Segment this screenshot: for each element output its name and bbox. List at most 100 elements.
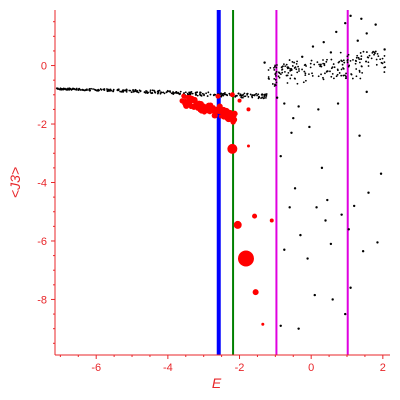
- background-point: [341, 63, 344, 66]
- background-point: [144, 92, 147, 94]
- background-point: [380, 61, 383, 64]
- background-point: [275, 81, 278, 84]
- background-point: [222, 94, 225, 97]
- background-point: [68, 88, 71, 91]
- background-point: [149, 91, 152, 93]
- background-point: [351, 77, 354, 80]
- background-point: [261, 96, 264, 99]
- background-point: [301, 68, 303, 71]
- scatter-point: [361, 250, 365, 253]
- y-tick-label: -6: [37, 236, 47, 248]
- background-point: [253, 94, 256, 97]
- highlight-point: [190, 103, 198, 110]
- background-point: [146, 91, 149, 94]
- background-point: [56, 88, 59, 90]
- background-point: [336, 73, 339, 76]
- highlight-point: [233, 119, 237, 123]
- background-point: [162, 91, 165, 94]
- background-point: [372, 50, 375, 53]
- y-tick-label: -8: [37, 294, 47, 306]
- background-point: [163, 92, 166, 95]
- background-point: [352, 58, 354, 61]
- background-point: [154, 91, 157, 94]
- background-point: [298, 70, 300, 72]
- background-point: [143, 91, 146, 93]
- background-point: [83, 89, 86, 92]
- highlight-point: [233, 220, 242, 229]
- background-point: [375, 63, 378, 66]
- background-point: [347, 65, 350, 68]
- highlight-point: [206, 103, 210, 107]
- background-point: [274, 72, 277, 75]
- background-point: [298, 68, 300, 70]
- background-point: [331, 72, 334, 75]
- scatter-point: [340, 213, 343, 216]
- background-point: [153, 90, 156, 93]
- x-tick-label: -4: [163, 362, 173, 374]
- background-point: [340, 59, 343, 62]
- background-point: [274, 78, 277, 81]
- background-point: [346, 55, 349, 58]
- background-point: [365, 60, 367, 63]
- background-point: [263, 96, 266, 99]
- background-point: [249, 93, 252, 96]
- background-point: [72, 88, 74, 91]
- background-point: [313, 63, 316, 66]
- background-point: [285, 63, 288, 66]
- background-point: [199, 94, 202, 97]
- background-point: [304, 72, 307, 75]
- scatter-point: [279, 324, 282, 327]
- background-point: [326, 70, 329, 73]
- background-point: [375, 58, 378, 61]
- background-point: [257, 97, 260, 100]
- scatter-point: [279, 154, 282, 158]
- background-point: [222, 92, 225, 95]
- background-point: [296, 71, 299, 74]
- background-point: [288, 59, 291, 61]
- background-point: [305, 65, 308, 67]
- background-point: [190, 90, 193, 93]
- vertical-reference-lines: [216, 10, 349, 355]
- scatter-point: [365, 32, 368, 35]
- background-point: [359, 52, 362, 54]
- background-point: [355, 68, 358, 70]
- background-point: [277, 71, 280, 74]
- background-point: [264, 93, 267, 96]
- background-point: [221, 94, 223, 96]
- background-point: [274, 74, 277, 77]
- background-point: [370, 57, 373, 60]
- scatter-point: [317, 108, 320, 111]
- scatter-point: [263, 61, 266, 64]
- background-point: [302, 81, 305, 84]
- background-point: [347, 53, 350, 56]
- background-point: [239, 94, 242, 96]
- background-point: [206, 95, 209, 97]
- x-tick-label: -2: [235, 362, 245, 374]
- background-point: [255, 92, 258, 95]
- background-point: [258, 95, 260, 98]
- background-point: [354, 59, 357, 62]
- highlight-point: [208, 109, 212, 114]
- background-point: [330, 58, 333, 61]
- background-point: [159, 92, 162, 95]
- x-tick-label: 0: [308, 362, 314, 374]
- background-point: [195, 93, 197, 96]
- background-point: [317, 75, 320, 78]
- background-point: [282, 65, 284, 68]
- background-point: [320, 63, 322, 66]
- background-point: [226, 94, 229, 97]
- background-point: [333, 66, 336, 69]
- background-point: [357, 56, 360, 59]
- background-point: [237, 92, 240, 95]
- background-point: [189, 92, 191, 95]
- scatter-point: [379, 172, 383, 175]
- background-point: [273, 69, 276, 71]
- background-point: [132, 90, 135, 93]
- background-point: [309, 66, 312, 69]
- background-point: [236, 94, 238, 97]
- scatter-point: [297, 105, 300, 108]
- highlight-point: [227, 143, 238, 154]
- background-point: [224, 91, 226, 94]
- background-point: [274, 64, 276, 67]
- background-point: [358, 58, 361, 61]
